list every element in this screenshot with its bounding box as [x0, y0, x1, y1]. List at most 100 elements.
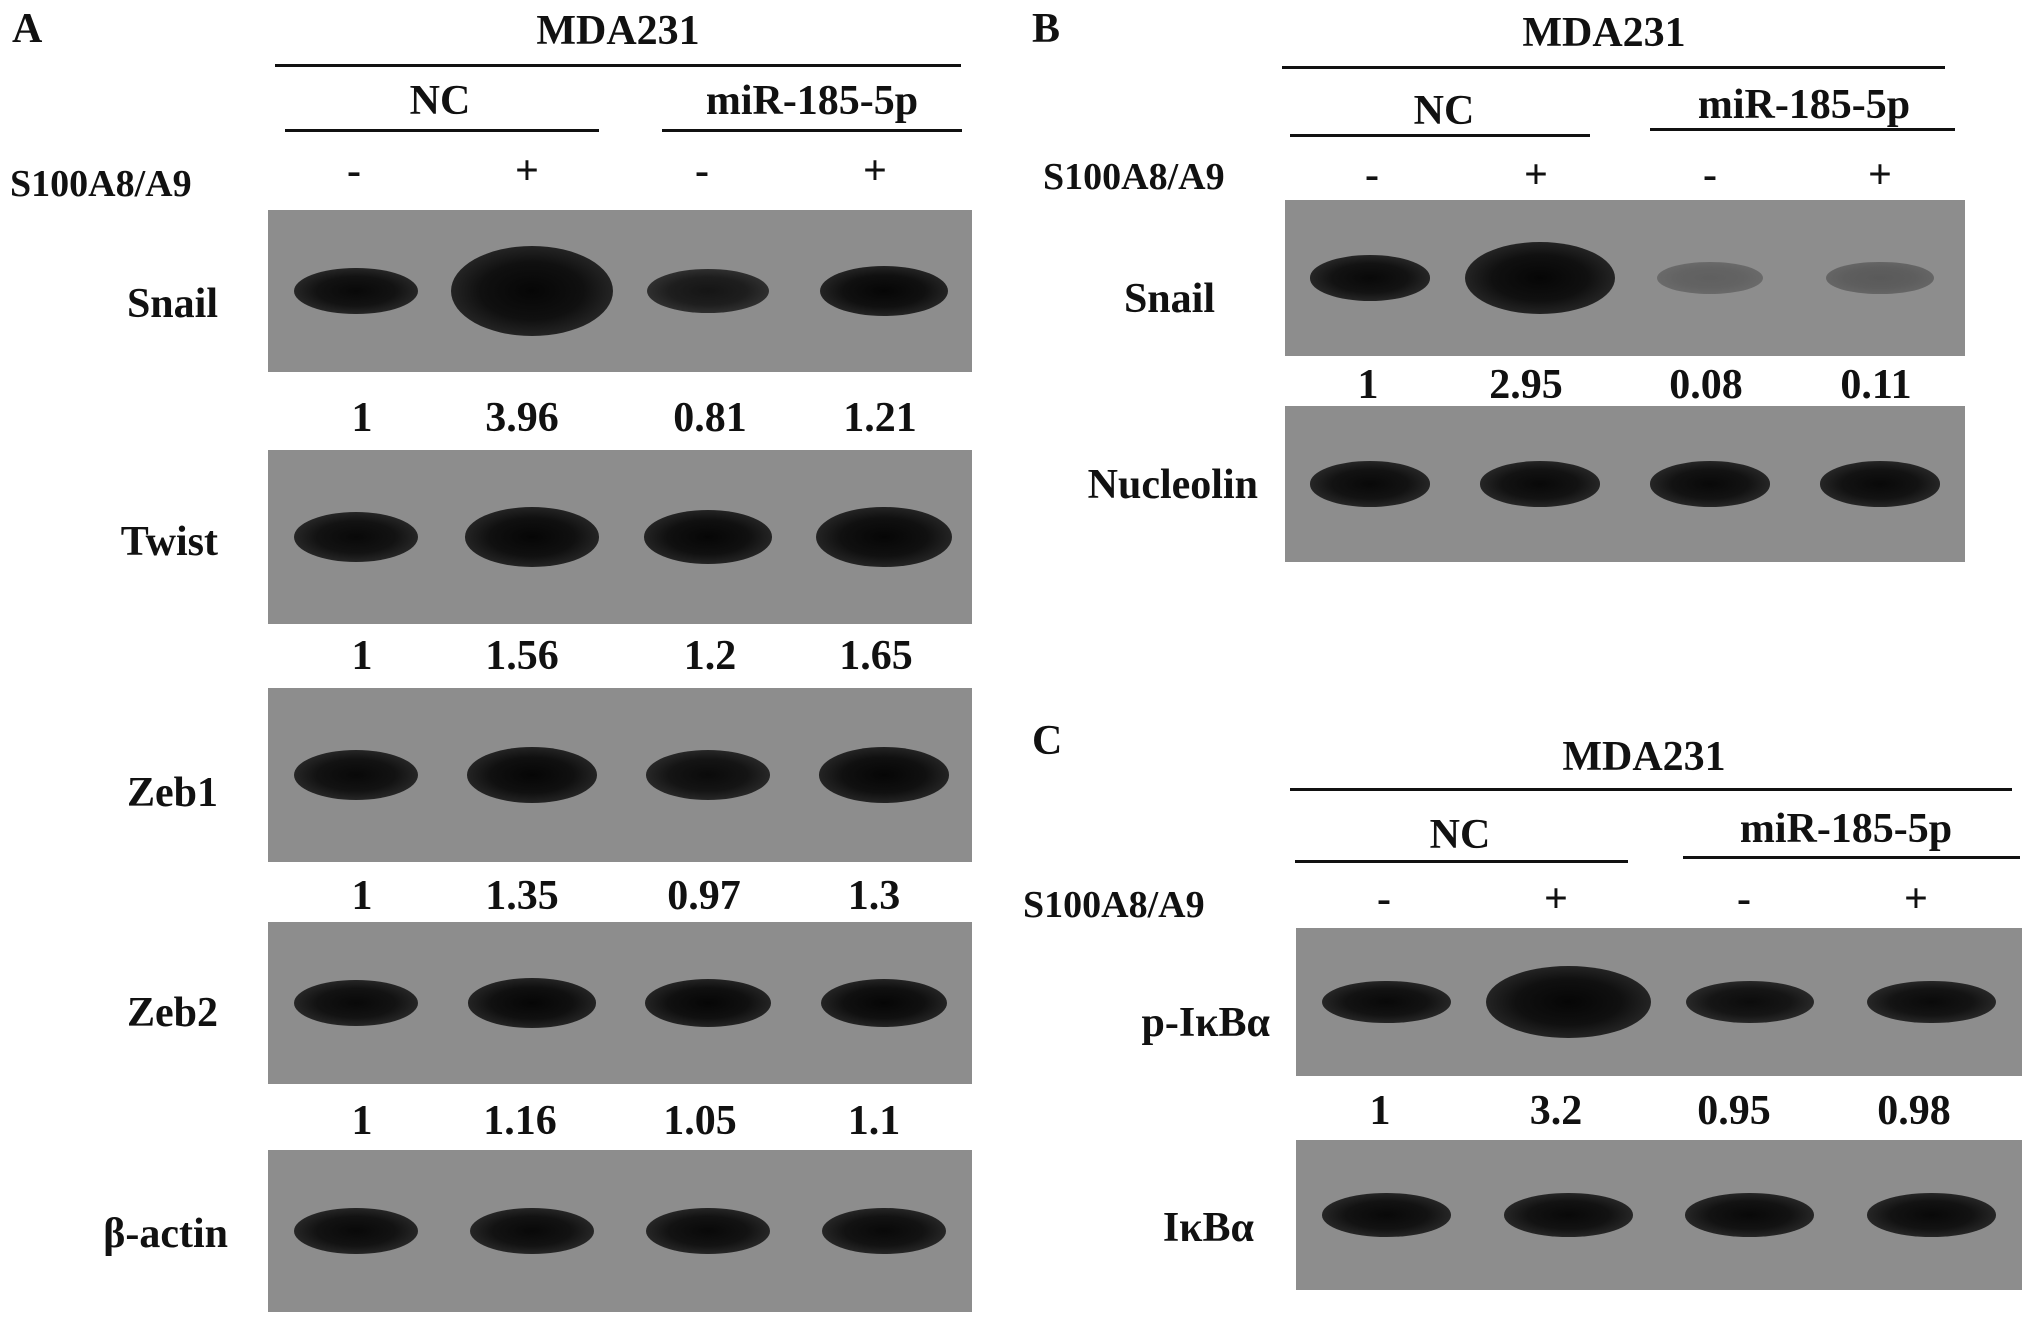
treatment-sign: - — [1377, 876, 1391, 922]
band — [1649, 461, 1771, 507]
quant-value: 0.08 — [1669, 362, 1743, 408]
protein-label-zeb1: Zeb1 — [126, 770, 218, 816]
treatment-sign: + — [1904, 876, 1928, 922]
quant-value: 0.81 — [673, 395, 747, 441]
quant-value: 2.95 — [1489, 362, 1563, 408]
group-label-nc: NC — [1429, 812, 1491, 858]
treatment-sign: - — [347, 148, 361, 194]
band — [468, 978, 596, 1028]
protein-label-snail: Snail — [1123, 276, 1215, 322]
protein-label-p-ikba: p-IκBα — [1141, 1000, 1270, 1046]
protein-label-beta-actin: β-actin — [103, 1211, 228, 1257]
band — [1503, 1193, 1633, 1237]
quant-value: 3.2 — [1529, 1088, 1583, 1134]
quant-value: 1.1 — [847, 1098, 901, 1144]
group-rule-nc — [1290, 134, 1590, 137]
quant-value: 1.65 — [839, 633, 913, 679]
quant-value: 0.97 — [667, 873, 741, 919]
quant-value: 1 — [351, 633, 373, 679]
cell-line-rule — [1290, 788, 2012, 791]
quant-value: 1 — [351, 395, 373, 441]
blot-zeb1 — [268, 688, 972, 862]
band — [1866, 1193, 1996, 1237]
blot-twist — [268, 450, 972, 624]
treatment-label: S100A8/A9 — [1043, 156, 1225, 198]
quant-value: 1 — [1369, 1088, 1391, 1134]
band — [1826, 261, 1934, 295]
band — [466, 747, 598, 803]
treatment-sign: + — [863, 148, 887, 194]
treatment-sign: + — [1524, 152, 1548, 198]
band — [293, 511, 419, 563]
band — [465, 507, 599, 567]
quant-value: 3.96 — [485, 395, 559, 441]
group-label-nc: NC — [409, 78, 471, 124]
quant-value: 1.2 — [683, 633, 737, 679]
band — [1479, 461, 1601, 507]
treatment-sign: - — [1737, 876, 1751, 922]
protein-label-nucleolin: Nucleolin — [1087, 462, 1258, 508]
group-label-mir: miR-185-5p — [1697, 82, 1911, 128]
band — [1309, 461, 1431, 507]
treatment-sign: + — [1868, 152, 1892, 198]
protein-label-snail: Snail — [126, 281, 218, 327]
band — [647, 268, 769, 314]
quant-value: 1.05 — [663, 1098, 737, 1144]
quant-value: 1.16 — [483, 1098, 557, 1144]
treatment-label: S100A8/A9 — [10, 163, 192, 205]
cell-line-label: MDA231 — [1522, 10, 1686, 56]
band — [1685, 980, 1814, 1024]
blot-beta-actin — [268, 1150, 972, 1312]
band — [819, 265, 949, 316]
band — [293, 979, 419, 1027]
protein-label-ikba: IκBα — [1162, 1205, 1254, 1251]
panel-letter: B — [1032, 6, 1061, 52]
quant-value: 1 — [351, 1098, 373, 1144]
quant-value: 1.21 — [843, 395, 917, 441]
band — [1656, 261, 1764, 295]
band — [293, 1207, 419, 1255]
treatment-sign: + — [515, 148, 539, 194]
cell-line-rule — [275, 64, 961, 67]
group-rule-nc — [1295, 860, 1628, 863]
quant-value: 1 — [1357, 362, 1379, 408]
quant-value: 1.56 — [485, 633, 559, 679]
quant-value: 0.11 — [1840, 362, 1912, 408]
blot-snail — [1285, 200, 1965, 356]
band — [1464, 241, 1616, 315]
band — [643, 510, 773, 564]
group-label-nc: NC — [1413, 88, 1475, 134]
cell-line-label: MDA231 — [1562, 734, 1726, 780]
quant-value: 1.35 — [485, 873, 559, 919]
blot-p-ikba — [1296, 928, 2022, 1076]
protein-label-zeb2: Zeb2 — [126, 990, 218, 1036]
band — [645, 979, 771, 1027]
band — [469, 1207, 595, 1255]
band — [1485, 965, 1651, 1039]
band — [451, 245, 613, 337]
band — [1866, 980, 1996, 1024]
protein-label-twist: Twist — [120, 519, 218, 565]
band — [1819, 461, 1941, 507]
treatment-sign: - — [695, 148, 709, 194]
band — [1685, 1193, 1815, 1237]
quant-value: 1.3 — [847, 873, 901, 919]
quant-value: 1 — [351, 873, 373, 919]
band — [816, 506, 952, 568]
panel-letter: C — [1032, 718, 1063, 764]
band — [645, 1207, 771, 1255]
quant-value: 0.98 — [1877, 1088, 1951, 1134]
group-label-mir: miR-185-5p — [705, 78, 919, 124]
cell-line-rule — [1282, 66, 1945, 69]
group-rule-mir — [662, 129, 962, 132]
band — [1322, 1193, 1452, 1237]
blot-ikba — [1296, 1140, 2022, 1290]
group-label-mir: miR-185-5p — [1739, 806, 1953, 852]
treatment-sign: - — [1365, 152, 1379, 198]
panel-letter: A — [12, 6, 43, 52]
group-rule-nc — [285, 129, 599, 132]
band — [645, 750, 771, 800]
band — [1309, 255, 1431, 301]
band — [821, 1207, 947, 1255]
blot-nucleolin — [1285, 406, 1965, 562]
